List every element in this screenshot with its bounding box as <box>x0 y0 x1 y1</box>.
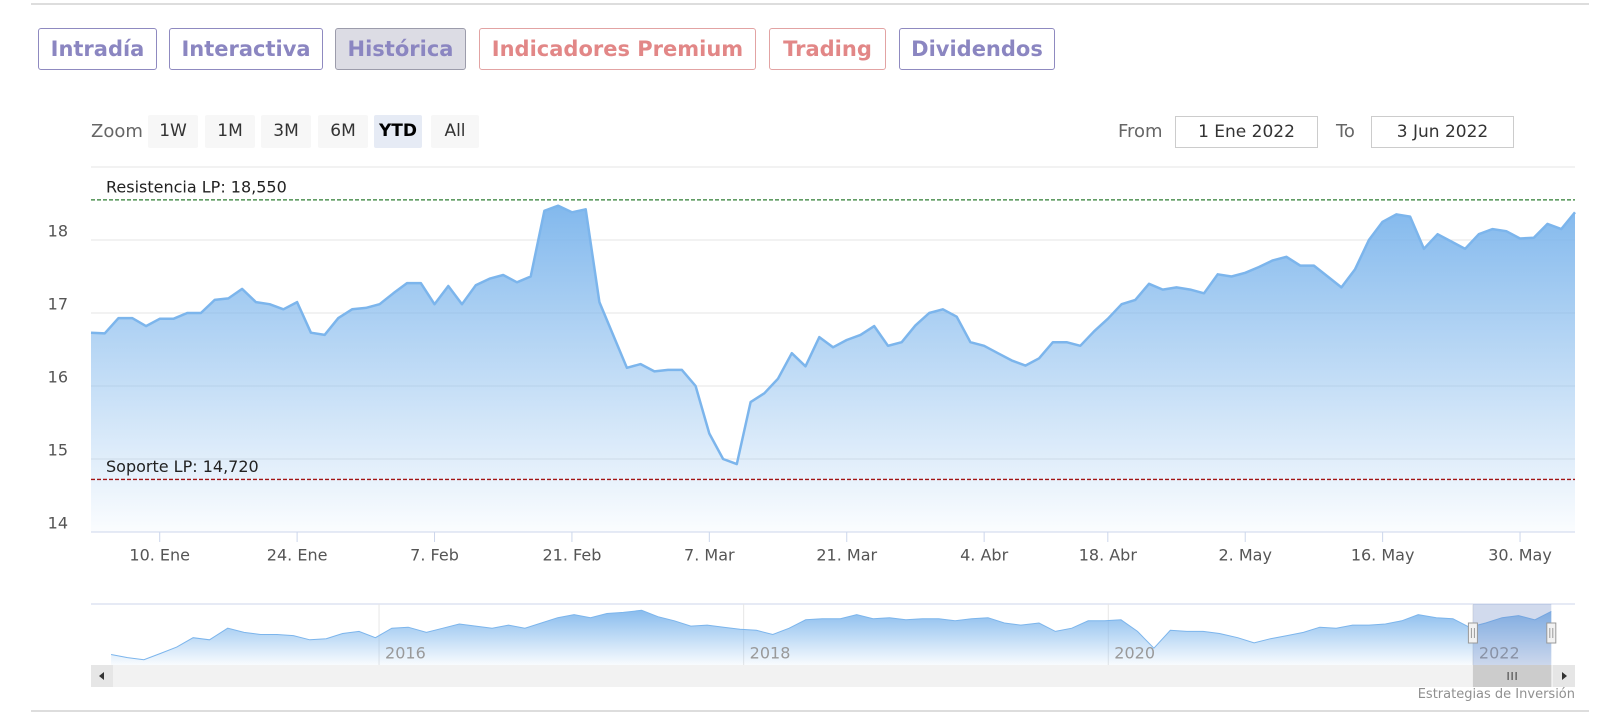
y-tick-label: 15 <box>48 441 68 460</box>
zoom-button[interactable]: 3M <box>261 115 311 148</box>
tab[interactable]: Histórica <box>335 28 466 70</box>
navigator-area <box>111 610 1552 665</box>
navigator-tick-label: 2018 <box>750 644 791 663</box>
navigator-tick-label: 2022 <box>1479 644 1520 663</box>
x-tick-label: 24. Ene <box>267 546 328 565</box>
x-tick-label: 30. May <box>1488 546 1552 565</box>
from-label: From <box>1118 121 1163 142</box>
area-fill <box>91 205 1575 532</box>
y-tick-label: 17 <box>48 295 68 314</box>
x-tick-label: 7. Mar <box>684 546 735 565</box>
tab[interactable]: Trading <box>769 28 886 70</box>
price-line <box>90 204 1576 466</box>
navigator-window <box>1472 604 1552 665</box>
x-tick-label: 21. Feb <box>542 546 601 565</box>
navigator-tick-label: 2016 <box>385 644 426 663</box>
scrollbar-track <box>91 665 1575 687</box>
x-tick-label: 7. Feb <box>410 546 459 565</box>
bottom-rule <box>31 710 1589 712</box>
x-tick-label: 21. Mar <box>816 546 877 565</box>
navigator-handle[interactable] <box>1546 622 1557 644</box>
zoom-button[interactable]: 1W <box>148 115 198 148</box>
x-tick-label: 16. May <box>1351 546 1415 565</box>
zoom-button[interactable]: All <box>431 115 479 148</box>
x-tick-label: 4. Abr <box>960 546 1008 565</box>
tab[interactable]: Indicadores Premium <box>479 28 756 70</box>
tab[interactable]: Dividendos <box>899 28 1055 70</box>
to-input[interactable]: 3 Jun 2022 <box>1371 116 1514 148</box>
zoom-label: Zoom <box>91 121 143 142</box>
plot-line-label: Resistencia LP: 18,550 <box>106 177 287 196</box>
tab[interactable]: Interactiva <box>169 28 323 70</box>
x-tick-label: 2. May <box>1219 546 1272 565</box>
arrow <box>1562 672 1567 680</box>
navigator-handle[interactable] <box>1467 622 1478 644</box>
x-tick-label: 18. Abr <box>1079 546 1138 565</box>
tab[interactable]: Intradía <box>38 28 157 70</box>
from-input[interactable]: 1 Ene 2022 <box>1175 116 1318 148</box>
zoom-button[interactable]: 1M <box>205 115 255 148</box>
zoom-button[interactable]: YTD <box>374 115 422 148</box>
to-label: To <box>1336 121 1355 142</box>
zoom-button[interactable]: 6M <box>318 115 368 148</box>
x-tick-label: 10. Ene <box>129 546 190 565</box>
y-tick-label: 16 <box>48 368 68 387</box>
credit[interactable]: Estrategias de Inversión <box>1417 687 1575 702</box>
navigator-tick-label: 2020 <box>1114 644 1155 663</box>
navigator-line <box>111 609 1552 661</box>
top-rule <box>31 3 1589 5</box>
plot-line-label: Soporte LP: 14,720 <box>106 457 259 476</box>
arrow <box>99 672 104 680</box>
y-tick-label: 14 <box>48 514 68 533</box>
y-tick-label: 18 <box>48 222 68 241</box>
